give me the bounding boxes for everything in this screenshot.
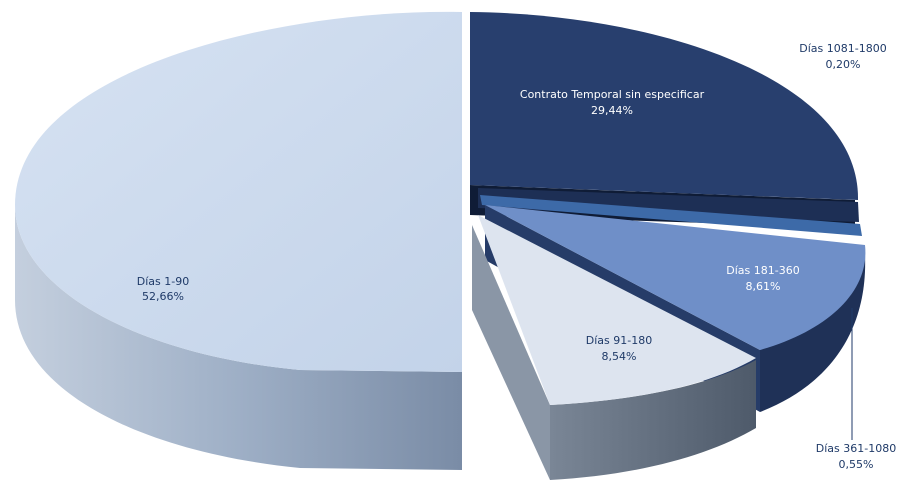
label-dias-181-360: Días 181-360 8,61%	[726, 264, 799, 293]
label-dias-361-1080-value: 0,55%	[839, 458, 874, 471]
slice-dias-1-90-side	[15, 205, 462, 470]
slice-dias-361-1080	[480, 195, 862, 236]
label-contrato-temporal-value: 29,44%	[591, 104, 633, 117]
label-dias-91-180-name: Días 91-180	[586, 334, 652, 347]
label-dias-1-90: Días 1-90 52,66%	[137, 275, 189, 303]
slice-dias-1-90	[15, 11, 462, 470]
slice-dias-1081-1800	[478, 188, 859, 222]
label-dias-1-90-name: Días 1-90	[137, 275, 189, 288]
slice-dias-181-360-top	[485, 205, 866, 350]
label-dias-181-360-name: Días 181-360	[726, 264, 799, 277]
slice-dias-91-180-side-left	[472, 225, 550, 480]
label-dias-91-180-value: 8,54%	[602, 350, 637, 363]
slice-dias-91-180	[472, 215, 756, 480]
label-dias-361-1080-name: Días 361-1080	[816, 442, 896, 455]
label-dias-1081-1800-value: 0,20%	[826, 58, 861, 71]
label-dias-1081-1800: Días 1081-1800 0,20%	[799, 42, 886, 71]
slice-dias-91-180-top	[478, 215, 756, 405]
slice-dias-1-90-top	[15, 11, 462, 372]
label-dias-181-360-value: 8,61%	[746, 280, 781, 293]
slice-dias-91-180-side-front	[550, 360, 756, 480]
label-dias-91-180: Días 91-180 8,54%	[586, 334, 652, 363]
label-dias-1-90-value: 52,66%	[142, 290, 184, 303]
label-dias-361-1080: Días 361-1080 0,55%	[816, 442, 896, 471]
label-contrato-temporal-name: Contrato Temporal sin especificar	[520, 88, 705, 101]
label-contrato-temporal: Contrato Temporal sin especificar 29,44%	[520, 88, 705, 117]
slice-contrato-temporal-top	[470, 12, 859, 200]
label-dias-1081-1800-name: Días 1081-1800	[799, 42, 886, 55]
